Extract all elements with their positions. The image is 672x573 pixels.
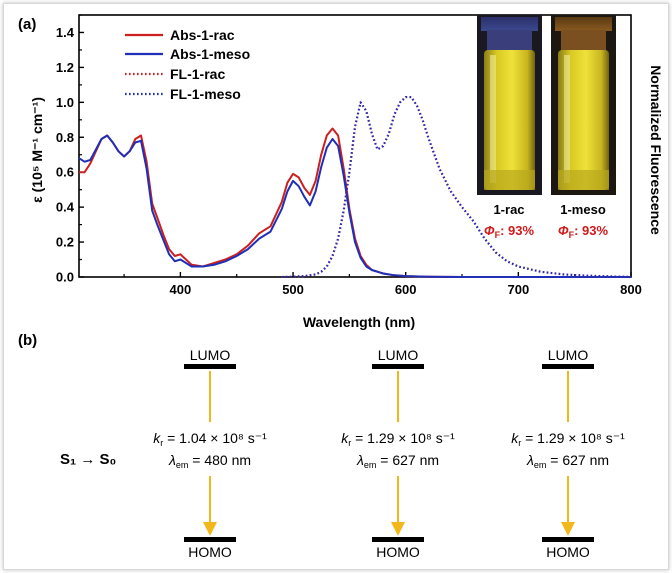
y-tick-label: 0.4: [56, 200, 75, 215]
vial-1-meso-name: 1-meso: [560, 202, 606, 217]
y-axis-label-left: ε (10⁵ M⁻¹ cm⁻¹): [29, 97, 45, 203]
y-tick-label: 1.4: [56, 25, 75, 40]
y-tick-label: 1.0: [56, 95, 74, 110]
y-tick-label: 1.2: [56, 60, 74, 75]
homo-level-bar: [542, 537, 594, 542]
legend-label: FL-1-meso: [170, 86, 241, 102]
y-axis-label-right: Normalized Fluorescence: [648, 65, 664, 235]
kr-text: kr = 1.29 × 10⁸ s⁻¹: [511, 430, 625, 448]
y-tick-label: 0.6: [56, 165, 74, 180]
homo-label: HOMO: [376, 544, 420, 560]
homo-level-bar: [184, 537, 236, 542]
lumo-level-bar: [372, 364, 424, 369]
y-tick-label: 0.2: [56, 235, 74, 250]
x-tick-label: 700: [507, 282, 529, 297]
lambda-em-text: λem = 627 nm: [526, 452, 609, 470]
legend-label: Abs-1-meso: [170, 46, 250, 62]
x-tick-label: 800: [620, 282, 642, 297]
vial-1-meso-phi: ΦF: 93%: [558, 223, 609, 240]
x-tick-label: 500: [282, 282, 304, 297]
lumo-label: LUMO: [378, 347, 419, 363]
panel-b-label: (b): [18, 332, 37, 349]
plot-area: 400 500 600 700 8000.00.20.40.60.81.01.21.4 …: [29, 14, 664, 330]
vial-1-rac-phi: ΦF: 93%: [484, 223, 535, 240]
plot-frame: [78, 14, 632, 278]
vial-photos: 1-rac 1-meso ΦF: 93% ΦF: 93%: [477, 15, 616, 240]
panel-b-diagram: S₁ → S₀ LUMO kr = 1.04 × 10⁸ s⁻¹ λem = 480…: [60, 347, 625, 560]
x-axis-label: Wavelength (nm): [303, 314, 415, 330]
legend: Abs-1-rac Abs-1-meso FL-1-rac FL-1-meso: [125, 27, 250, 102]
lumo-level-bar: [184, 364, 236, 369]
series-line-Abs-1-meso: [78, 134, 631, 278]
series-layer: [78, 96, 632, 279]
lumo-label: LUMO: [190, 347, 231, 363]
axis-ticks: 400 500 600 700 800 0.0 0.2 0.4 0.6 0.8 1.0 1.2 1.4: [56, 14, 642, 297]
panel-a-label: (a): [18, 16, 36, 33]
y-tick-label: 0.0: [56, 270, 74, 285]
homo-label: HOMO: [546, 544, 590, 560]
vial-1-rac-name: 1-rac: [493, 202, 524, 217]
lambda-em-text: λem = 480 nm: [168, 452, 251, 470]
vial-1-meso: [551, 15, 616, 195]
vial-1-rac: [477, 15, 542, 195]
y-tick-label: 0.8: [56, 130, 74, 145]
x-tick-label: 400: [170, 282, 192, 297]
transition-label: S₁ → S₀: [60, 451, 116, 468]
lumo-level-bar: [542, 364, 594, 369]
legend-label: FL-1-rac: [170, 66, 225, 82]
legend-label: Abs-1-rac: [170, 27, 235, 43]
kr-text: kr = 1.29 × 10⁸ s⁻¹: [341, 430, 455, 448]
homo-label: HOMO: [188, 544, 232, 560]
lumo-label: LUMO: [548, 347, 589, 363]
lambda-em-text: λem = 627 nm: [356, 452, 439, 470]
homo-level-bar: [372, 537, 424, 542]
series-line-Abs-1-rac: [79, 127, 631, 278]
kr-text: kr = 1.04 × 10⁸ s⁻¹: [153, 430, 267, 448]
series-line-FL-1-meso: [281, 96, 632, 279]
x-tick-label: 600: [395, 282, 417, 297]
